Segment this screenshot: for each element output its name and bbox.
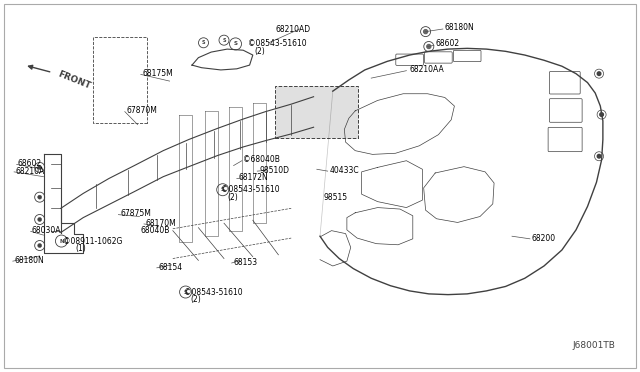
Circle shape bbox=[600, 113, 604, 116]
Text: 68180N: 68180N bbox=[14, 256, 44, 265]
Circle shape bbox=[424, 30, 428, 33]
Text: S: S bbox=[202, 40, 205, 45]
Text: S: S bbox=[184, 289, 188, 295]
Text: N: N bbox=[59, 238, 64, 244]
Text: S: S bbox=[221, 187, 225, 192]
Text: 40433C: 40433C bbox=[330, 166, 359, 175]
Circle shape bbox=[427, 45, 431, 48]
Bar bbox=[275, 86, 358, 138]
Text: 68210AA: 68210AA bbox=[410, 65, 444, 74]
Text: FRONT: FRONT bbox=[56, 69, 92, 91]
Text: 67875M: 67875M bbox=[120, 209, 151, 218]
Text: J68001TB: J68001TB bbox=[573, 341, 616, 350]
Text: 68180N: 68180N bbox=[445, 23, 474, 32]
Text: 68172N: 68172N bbox=[239, 173, 268, 182]
Text: 67870M: 67870M bbox=[127, 106, 157, 115]
Text: 68602: 68602 bbox=[435, 39, 460, 48]
Text: 68170M: 68170M bbox=[146, 219, 177, 228]
Text: 68030A: 68030A bbox=[32, 226, 61, 235]
Text: 98510D: 98510D bbox=[259, 166, 289, 175]
Circle shape bbox=[38, 166, 42, 169]
Text: (2): (2) bbox=[227, 193, 238, 202]
Text: ©08543-51610: ©08543-51610 bbox=[248, 39, 307, 48]
Circle shape bbox=[38, 195, 42, 199]
Text: 98515: 98515 bbox=[323, 193, 348, 202]
Text: (2): (2) bbox=[254, 47, 265, 56]
Text: 68210AD: 68210AD bbox=[275, 25, 310, 33]
Circle shape bbox=[597, 72, 601, 76]
Text: 68200: 68200 bbox=[531, 234, 556, 243]
Text: ©08911-1062G: ©08911-1062G bbox=[63, 237, 122, 246]
Text: S: S bbox=[234, 41, 237, 46]
Text: 68210A: 68210A bbox=[16, 167, 45, 176]
Text: S: S bbox=[222, 38, 226, 43]
Text: 68602: 68602 bbox=[18, 159, 42, 168]
Text: ©08543-51610: ©08543-51610 bbox=[184, 288, 243, 296]
Bar bbox=[93, 37, 147, 123]
Text: ©68040B: ©68040B bbox=[243, 155, 280, 164]
Circle shape bbox=[38, 218, 42, 221]
Text: (2): (2) bbox=[191, 295, 202, 304]
Text: (1): (1) bbox=[76, 244, 86, 253]
Text: 68154: 68154 bbox=[159, 263, 183, 272]
Text: 68040B: 68040B bbox=[141, 226, 170, 235]
Text: 68175M: 68175M bbox=[142, 69, 173, 78]
Text: 68153: 68153 bbox=[234, 258, 258, 267]
Circle shape bbox=[597, 154, 601, 158]
Circle shape bbox=[38, 244, 42, 247]
Text: ©08543-51610: ©08543-51610 bbox=[221, 185, 280, 194]
